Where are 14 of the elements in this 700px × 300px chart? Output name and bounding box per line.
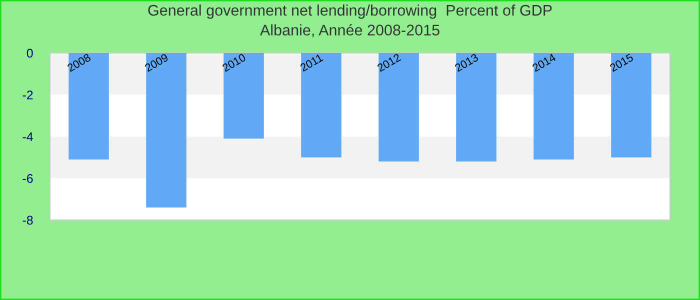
x-tick-label: 2012 [376, 53, 402, 72]
y-tick-label: 0 [26, 48, 33, 58]
x-tick-label: 2011 [300, 54, 324, 72]
x-tick-label: 2014 [532, 53, 556, 72]
x-tick-label: 2015 [609, 53, 634, 72]
y-tick-label: -6 [22, 174, 33, 183]
x-tick-label: 2013 [454, 53, 479, 72]
x-tick-label: 2009 [144, 53, 169, 72]
y-tick-label: -2 [22, 90, 33, 100]
x-tick-label: 2010 [222, 53, 246, 72]
y-tick-label: -8 [22, 216, 33, 225]
chart-title: General government net lending/borrowing Percent of GDP Albanie, Année 2008-2015 [148, 4, 552, 38]
y-tick-label: -4 [22, 132, 33, 142]
x-tick-label: 2008 [66, 53, 92, 72]
